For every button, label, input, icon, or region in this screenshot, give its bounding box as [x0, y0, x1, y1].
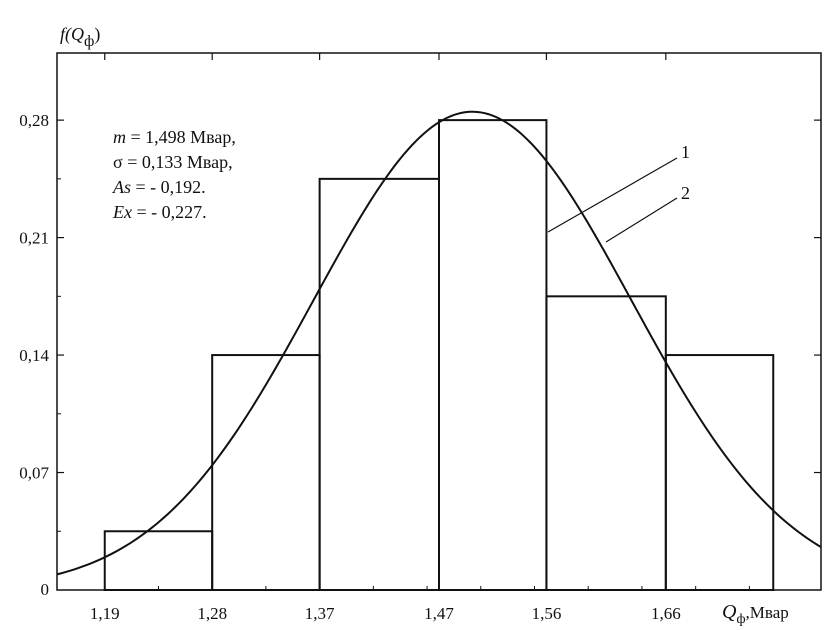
histogram-bar — [103, 530, 214, 591]
y-axis-title: f(Qф) — [60, 24, 100, 50]
y-tick-label: 0,14 — [19, 346, 49, 365]
x-tick-label: 1,47 — [424, 604, 454, 623]
x-tick-label: 1,37 — [305, 604, 335, 623]
stat-ex: Ex = - 0,227. — [112, 202, 207, 222]
x-tick-label: 1,56 — [532, 604, 562, 623]
y-title-close: ) — [94, 24, 100, 45]
y-title-main: f( — [60, 24, 72, 45]
x-tick-label: 1,19 — [90, 604, 120, 623]
x-axis-title: Qф,Мвар — [722, 601, 789, 627]
leader-label-1: 1 — [681, 142, 690, 162]
normal-curve — [56, 110, 822, 576]
histogram-bar — [545, 295, 667, 591]
x-title-sym: Q — [722, 601, 737, 623]
leader-line-1 — [547, 157, 678, 233]
stat-as: As = - 0,192. — [112, 177, 206, 197]
y-title-sub: ф — [84, 33, 94, 50]
y-axis-ticks: 0 0,07 0,14 0,21 0,28 — [19, 111, 821, 599]
y-tick-label: 0,07 — [19, 464, 49, 483]
histogram-bar — [318, 177, 440, 591]
y-tick-label: 0,21 — [19, 229, 49, 248]
histogram-bar — [438, 119, 548, 591]
x-tick-label: 1,28 — [197, 604, 227, 623]
leader-label-2: 2 — [681, 183, 690, 203]
x-title-unit: ,Мвар — [746, 603, 789, 622]
x-title-sub: ф — [736, 612, 745, 627]
stats-annotation: m = 1,498 Мвар, σ = 0,133 Мвар, As = - 0… — [112, 127, 236, 222]
y-tick-label: 0,28 — [19, 111, 49, 130]
y-title-sym: Q — [71, 24, 84, 44]
stat-sigma: σ = 0,133 Мвар, — [113, 152, 233, 172]
leader-line-2 — [605, 197, 678, 243]
stat-m: m = 1,498 Мвар, — [113, 127, 236, 147]
x-tick-label: 1,66 — [651, 604, 681, 623]
y-tick-label: 0 — [41, 580, 50, 599]
histogram-bars — [103, 119, 775, 591]
histogram-bar — [664, 354, 775, 591]
histogram-bar — [211, 354, 321, 591]
